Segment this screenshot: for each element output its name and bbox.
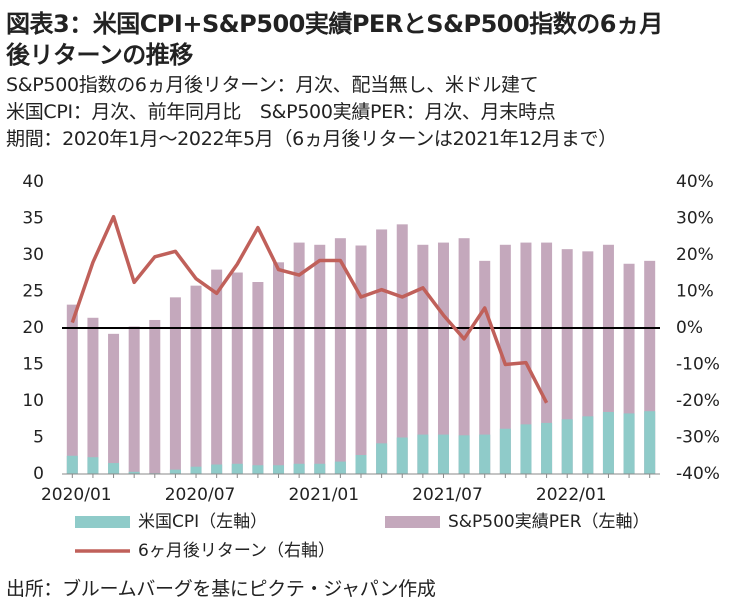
bar — [128, 471, 140, 474]
bar — [499, 428, 511, 474]
legend-label: S&P500実績PER（左軸） — [448, 512, 650, 532]
bar — [108, 333, 120, 474]
bar — [417, 434, 429, 474]
bar — [355, 245, 367, 474]
bar — [108, 463, 120, 474]
bar — [582, 416, 594, 474]
bar — [396, 437, 408, 474]
bar — [231, 463, 243, 474]
y-tick-label: 15 — [22, 355, 44, 375]
x-tick-label: 2022/01 — [536, 485, 607, 505]
legend-swatch — [75, 516, 130, 528]
bar — [355, 455, 367, 474]
bar — [314, 244, 326, 474]
x-tick-label: 2021/07 — [412, 485, 483, 505]
bar — [458, 238, 470, 474]
x-tick-label: 2021/01 — [288, 485, 359, 505]
bar — [66, 455, 78, 474]
bar — [252, 282, 264, 474]
bar — [623, 263, 635, 474]
subtitle: S&P500指数の6ヵ月後リターン：月次、配当無し、米ドル建て — [6, 74, 539, 96]
bar — [479, 434, 491, 474]
bar — [602, 411, 614, 474]
bar — [602, 244, 614, 474]
y-tick-label: 10 — [22, 391, 44, 411]
y2-tick-label: -20% — [676, 391, 720, 411]
y2-tick-label: 30% — [676, 209, 714, 229]
y2-tick-label: 20% — [676, 245, 714, 265]
y2-tick-label: -30% — [676, 428, 720, 448]
bar — [211, 464, 223, 474]
y-tick-label: 35 — [22, 209, 44, 229]
y-tick-label: 20 — [22, 318, 44, 338]
bar — [87, 317, 99, 474]
source: 出所：ブルームバーグを基にピクテ・ジャパン作成 — [6, 578, 436, 600]
bar — [644, 260, 656, 474]
bar — [169, 297, 181, 474]
x-tick-label: 2020/01 — [41, 485, 112, 505]
bar — [458, 435, 470, 474]
x-tick-label: 2020/07 — [165, 485, 236, 505]
bar — [252, 465, 264, 474]
bar — [541, 242, 553, 474]
bar — [273, 262, 285, 474]
y-tick-label: 5 — [33, 428, 44, 448]
legend-label: 6ヶ月後リターン（右軸） — [138, 541, 335, 561]
legend-label: 米国CPI（左軸） — [138, 512, 267, 532]
subtitle: 期間：2020年1月～2022年5月（6ヵ月後リターンは2021年12月まで） — [6, 128, 617, 150]
bar — [561, 419, 573, 474]
bar — [623, 413, 635, 474]
bar — [211, 269, 223, 474]
y2-tick-label: 10% — [676, 282, 714, 302]
bar — [561, 249, 573, 474]
bar — [273, 465, 285, 474]
bar — [417, 244, 429, 474]
bar — [479, 260, 491, 474]
bar — [293, 463, 305, 474]
bar — [66, 304, 78, 474]
bar — [376, 443, 388, 474]
line — [70, 214, 549, 404]
bar — [644, 411, 656, 474]
bar — [149, 319, 161, 474]
bar — [582, 251, 594, 474]
y2-tick-label: 40% — [676, 172, 714, 192]
y-tick-label: 0 — [33, 464, 44, 484]
bar — [87, 457, 99, 474]
bar — [293, 242, 305, 474]
y-tick-label: 25 — [22, 282, 44, 302]
bar — [169, 469, 181, 474]
bar — [520, 424, 532, 474]
chart-title: 図表3：米国CPI+S&P500実績PERとS&P500指数の6ヵ月 — [6, 10, 663, 38]
bar — [190, 466, 202, 474]
bar — [520, 242, 532, 474]
bar — [231, 272, 243, 474]
bar — [437, 242, 449, 474]
subtitle: 米国CPI：月次、前年同月比 S&P500実績PER：月次、月末時点 — [6, 101, 556, 123]
bar — [314, 463, 326, 474]
y2-tick-label: 0% — [676, 318, 703, 338]
bar — [334, 238, 346, 474]
bar — [334, 461, 346, 474]
y2-tick-label: -40% — [676, 464, 720, 484]
y-tick-label: 40 — [22, 172, 44, 192]
legend-swatch — [385, 516, 440, 528]
bar — [376, 229, 388, 474]
bar — [190, 285, 202, 474]
bar — [396, 224, 408, 474]
bar — [128, 326, 140, 474]
y-tick-label: 30 — [22, 245, 44, 265]
bar — [437, 434, 449, 474]
chart-title: 後リターンの推移 — [6, 41, 193, 69]
y2-tick-label: -10% — [676, 355, 720, 375]
bar — [541, 422, 553, 474]
